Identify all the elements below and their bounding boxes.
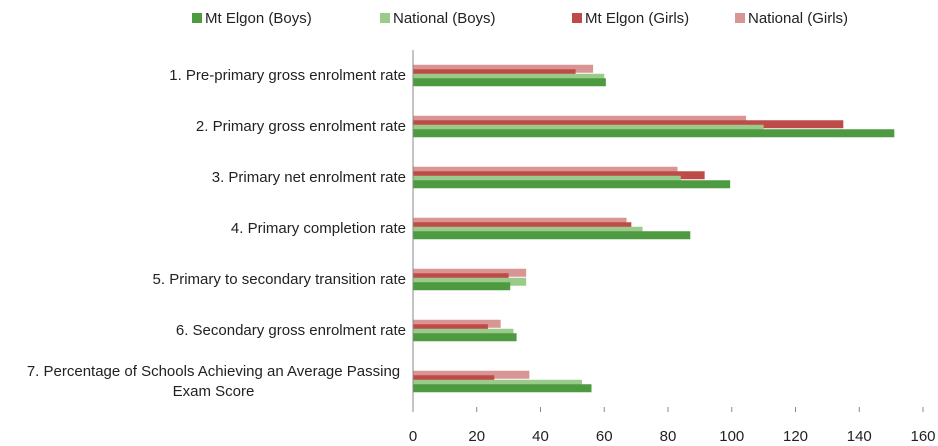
category-label: 5. Primary to secondary transition rate	[153, 255, 406, 305]
x-tick-label: 0	[409, 428, 417, 445]
y-tick-label: 6. Secondary gross enrolment rate	[175, 321, 406, 339]
legend-label: National (Boys)	[393, 10, 496, 27]
category-label: 1. Pre-primary gross enrolment rate	[169, 51, 406, 101]
bar	[413, 370, 530, 379]
bar	[413, 64, 594, 73]
x-tick-label: 160	[910, 428, 935, 445]
x-tick-label: 20	[468, 428, 485, 445]
bar	[413, 78, 606, 87]
x-tick-label: 60	[596, 428, 613, 445]
legend-swatch	[735, 13, 745, 23]
x-tick-label: 140	[847, 428, 872, 445]
bar	[413, 171, 705, 180]
legend-swatch	[572, 13, 582, 23]
y-tick-label: 2. Primary gross enrolment rate	[195, 117, 406, 135]
legend-label: Mt Elgon (Boys)	[205, 10, 312, 27]
bar	[413, 324, 488, 333]
x-tick-label: 120	[783, 428, 808, 445]
bar	[413, 379, 582, 388]
bar	[413, 384, 592, 393]
y-tick-label: 4. Primary completion rate	[230, 219, 406, 237]
bar	[413, 231, 691, 240]
bar	[413, 222, 632, 231]
y-tick-label: 7. Percentage of Schools Achieving an Av…	[26, 362, 401, 400]
bar	[413, 268, 527, 277]
category-label: 6. Secondary gross enrolment rate	[176, 306, 406, 356]
legend-label: National (Girls)	[748, 10, 848, 27]
y-tick-label: 1. Pre-primary gross enrolment rate	[169, 66, 406, 84]
bar	[413, 217, 627, 226]
bar	[413, 120, 844, 129]
legend-swatch	[192, 13, 202, 23]
category-label: 3. Primary net enrolment rate	[212, 153, 406, 203]
bar	[413, 226, 643, 235]
bar	[413, 115, 747, 124]
bar	[413, 282, 511, 291]
category-label: 7. Percentage of Schools Achieving an Av…	[21, 357, 406, 407]
bar	[413, 277, 527, 286]
x-tick-label: 40	[532, 428, 549, 445]
x-tick-label: 100	[719, 428, 744, 445]
bar	[413, 180, 731, 189]
bar	[413, 175, 681, 184]
category-label: 2. Primary gross enrolment rate	[196, 102, 406, 152]
bar	[413, 73, 605, 82]
category-label: 4. Primary completion rate	[231, 204, 406, 254]
bar	[413, 124, 764, 133]
bar	[413, 129, 895, 138]
y-tick-label: 3. Primary net enrolment rate	[211, 168, 406, 186]
x-tick-label: 80	[660, 428, 677, 445]
legend-label: Mt Elgon (Girls)	[585, 10, 689, 27]
bar	[413, 333, 517, 342]
bar	[413, 319, 501, 328]
bar	[413, 328, 514, 337]
legend-swatch	[380, 13, 390, 23]
y-tick-label: 5. Primary to secondary transition rate	[152, 270, 406, 288]
bar	[413, 69, 576, 78]
bar	[413, 375, 495, 384]
bar	[413, 166, 678, 175]
bar	[413, 273, 509, 282]
